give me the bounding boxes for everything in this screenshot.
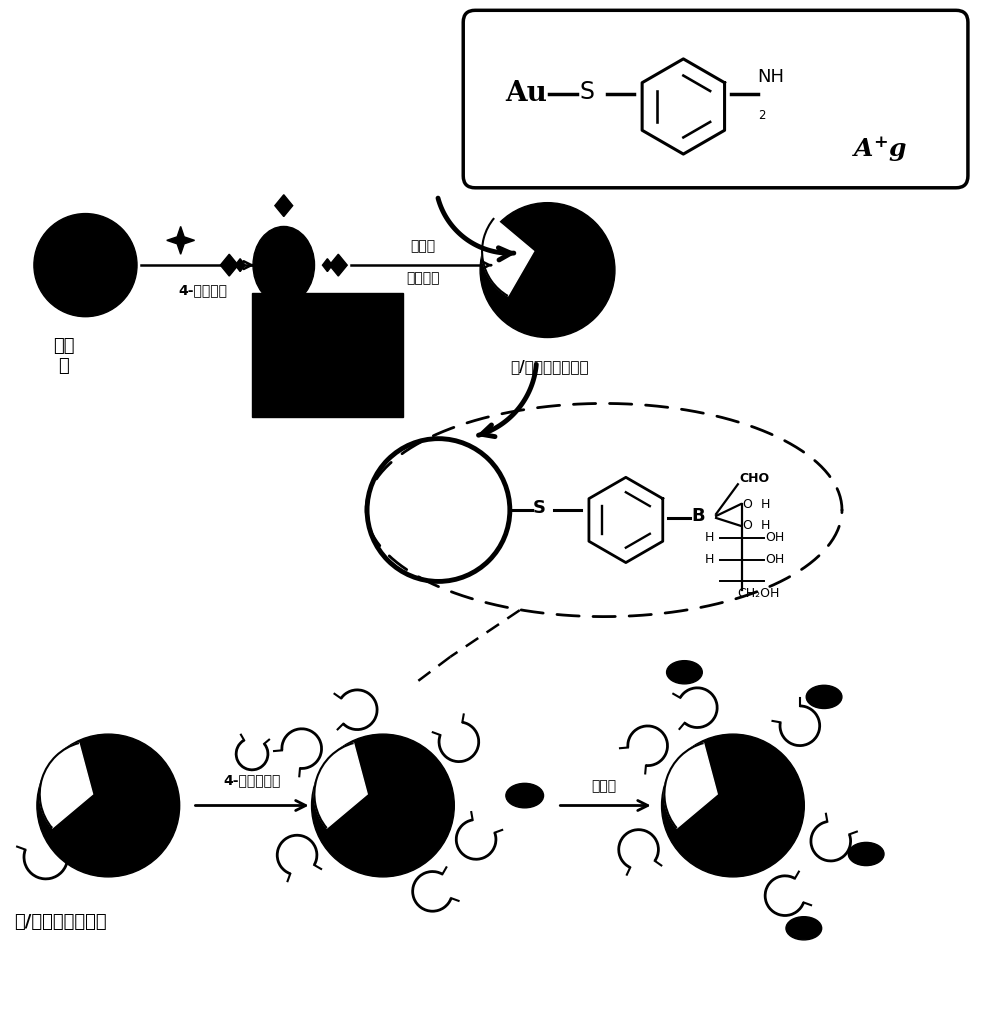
Ellipse shape: [667, 661, 702, 684]
Wedge shape: [665, 743, 717, 828]
Text: OH: OH: [766, 553, 785, 566]
Text: $_{2}$: $_{2}$: [758, 105, 766, 122]
Polygon shape: [236, 259, 246, 271]
FancyBboxPatch shape: [464, 10, 968, 188]
Text: 纳米
金: 纳米 金: [53, 336, 75, 375]
Text: 葡萄糖: 葡萄糖: [591, 779, 617, 794]
Text: 4-巯基苯硼酸: 4-巯基苯硼酸: [223, 774, 281, 787]
Ellipse shape: [786, 917, 822, 940]
Ellipse shape: [253, 226, 314, 304]
Text: S: S: [579, 79, 594, 104]
Polygon shape: [167, 226, 194, 254]
Text: O: O: [741, 519, 752, 533]
Text: H: H: [761, 498, 770, 511]
Polygon shape: [275, 314, 293, 335]
Circle shape: [37, 734, 180, 877]
Text: 金/银纳米核壳结构: 金/银纳米核壳结构: [511, 360, 589, 374]
Text: O: O: [741, 498, 752, 511]
Wedge shape: [314, 743, 367, 828]
Text: H: H: [705, 531, 714, 544]
Text: B: B: [691, 507, 705, 525]
Text: OH: OH: [766, 531, 785, 544]
Text: H: H: [761, 519, 770, 533]
Circle shape: [662, 734, 804, 877]
Text: Au: Au: [505, 80, 547, 107]
Text: H: H: [705, 553, 714, 566]
Text: 抗坏血酸: 抗坏血酸: [406, 271, 439, 285]
Polygon shape: [329, 254, 348, 277]
Circle shape: [34, 214, 137, 317]
Circle shape: [480, 203, 615, 337]
Polygon shape: [275, 194, 293, 217]
Text: A$\mathregular{^{+}}$g: A$\mathregular{^{+}}$g: [852, 135, 907, 163]
Wedge shape: [482, 218, 533, 296]
Bar: [252, 293, 403, 416]
Ellipse shape: [506, 783, 544, 808]
Ellipse shape: [806, 686, 842, 708]
Wedge shape: [39, 743, 92, 828]
Circle shape: [311, 734, 455, 877]
Text: CH₂OH: CH₂OH: [736, 587, 780, 599]
Text: CHO: CHO: [738, 472, 769, 485]
Text: 硝酸银: 硝酸银: [410, 240, 435, 253]
Text: NH: NH: [758, 68, 785, 85]
Text: S: S: [532, 499, 546, 517]
Polygon shape: [322, 259, 332, 271]
Text: 金/银纳米核壳结构: 金/银纳米核壳结构: [14, 913, 107, 930]
Text: 4-巯基苯胺: 4-巯基苯胺: [178, 283, 227, 297]
Ellipse shape: [848, 842, 884, 866]
Polygon shape: [220, 254, 239, 277]
